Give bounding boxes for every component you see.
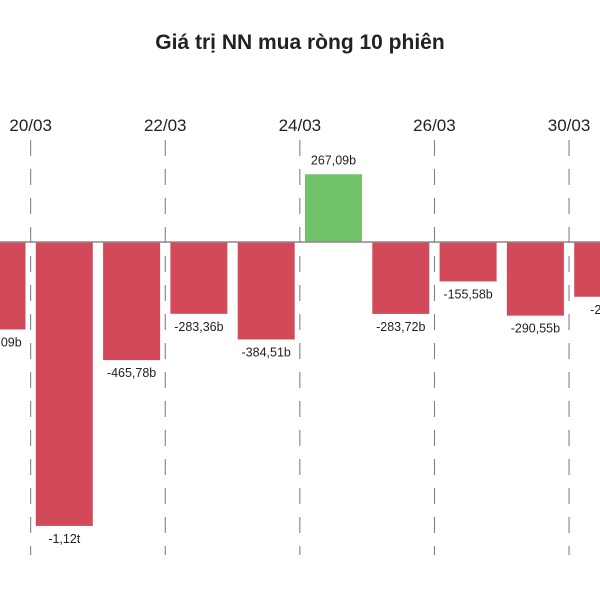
data-label: -465,78b: [107, 366, 156, 380]
x-tick-label: 30/03: [548, 116, 591, 135]
bar-25-03: [305, 174, 362, 242]
x-tick-label: 20/03: [9, 116, 52, 135]
x-tick-label: 22/03: [144, 116, 187, 135]
bar-31-03: [574, 242, 600, 297]
bar-26-03: [372, 242, 430, 314]
labels: 20/03 22/03 24/03 26/03 30/03 -345,09b -1,12t -…: [0, 116, 600, 546]
bar-27-03: [439, 242, 497, 282]
data-label: -283,36b: [174, 320, 223, 334]
data-label: -1,12t: [48, 532, 80, 546]
data-label: -384,51b: [242, 345, 291, 359]
data-label: -216: [590, 303, 600, 317]
bar-23-03: [170, 242, 228, 314]
data-label: -155,58b: [443, 287, 492, 301]
chart-title: Giá trị NN mua ròng 10 phiên: [155, 31, 445, 54]
bar-24-03: [237, 242, 295, 340]
bar-30-03: [506, 242, 564, 316]
bar-22-03: [103, 242, 161, 361]
data-label: -283,72b: [376, 320, 425, 334]
bars: [0, 174, 600, 526]
grid-lines: [30, 140, 570, 555]
data-label: -345,09b: [0, 335, 22, 349]
x-tick-label: 26/03: [413, 116, 456, 135]
x-tick-label: 24/03: [279, 116, 322, 135]
bar-21-03: [35, 242, 93, 526]
data-label: -290,55b: [511, 322, 560, 336]
bar-20-03: [0, 242, 26, 330]
data-label: 267,09b: [311, 153, 356, 167]
